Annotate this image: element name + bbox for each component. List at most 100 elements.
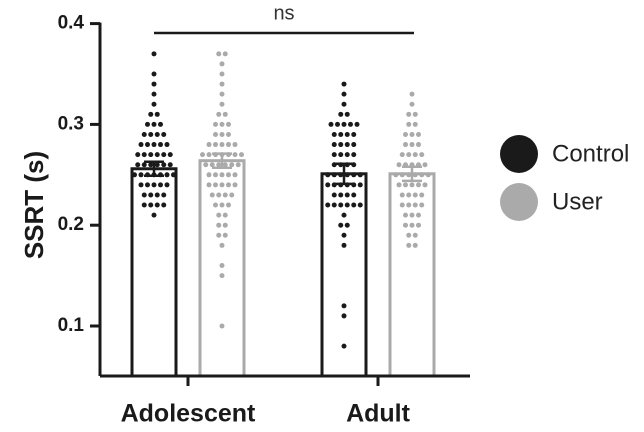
- point-control-adolescent: [154, 202, 160, 208]
- point-user-adolescent: [229, 192, 235, 198]
- point-control-adult: [338, 142, 344, 148]
- point-user-adolescent: [219, 142, 225, 148]
- bar-user-adolescent: [198, 159, 246, 378]
- point-control-adolescent: [161, 162, 167, 168]
- point-user-adult: [425, 172, 431, 178]
- point-control-adult: [331, 192, 337, 198]
- point-user-adolescent: [219, 121, 225, 127]
- point-control-adult: [344, 192, 350, 198]
- point-user-adult: [403, 131, 408, 137]
- point-control-adolescent: [148, 202, 154, 208]
- point-control-adult: [341, 242, 347, 248]
- point-user-adult: [396, 162, 402, 168]
- point-user-adult: [406, 121, 412, 127]
- x-category-label: Adult: [346, 400, 411, 428]
- point-user-adult: [403, 142, 408, 148]
- plot-area: [130, 51, 436, 378]
- point-user-adolescent: [216, 222, 222, 228]
- point-user-adolescent: [206, 182, 212, 188]
- point-user-adolescent: [203, 162, 209, 168]
- point-control-adult: [351, 152, 357, 158]
- point-control-adolescent: [151, 91, 157, 97]
- x-category-label: Adolescent: [121, 400, 256, 428]
- point-user-adult: [416, 131, 421, 137]
- point-user-adult: [412, 152, 418, 158]
- point-user-adult: [416, 142, 421, 148]
- point-control-adult: [331, 172, 337, 178]
- point-user-adolescent: [216, 192, 222, 198]
- point-control-adult: [344, 222, 350, 228]
- point-control-adult: [338, 172, 344, 178]
- point-user-adolescent: [206, 172, 212, 178]
- point-user-adolescent: [216, 162, 222, 168]
- point-user-adult: [412, 172, 418, 178]
- point-user-adolescent: [232, 142, 238, 148]
- point-user-adolescent: [239, 152, 244, 158]
- point-user-adult: [412, 242, 418, 248]
- point-user-adult: [399, 202, 405, 208]
- point-user-adolescent: [216, 111, 222, 117]
- point-user-adult: [409, 212, 415, 218]
- point-control-adult: [328, 121, 334, 127]
- y-tick-label: 0.3: [58, 113, 84, 134]
- point-user-adolescent: [216, 232, 222, 238]
- point-user-adolescent: [219, 91, 225, 97]
- point-control-adolescent: [151, 142, 157, 148]
- point-user-adult: [416, 222, 421, 228]
- point-user-adolescent: [219, 172, 225, 178]
- point-user-adolescent: [209, 162, 215, 168]
- point-user-adolescent: [219, 61, 225, 67]
- point-control-adult: [354, 121, 360, 127]
- point-control-adolescent: [151, 81, 157, 87]
- point-user-adolescent: [222, 192, 228, 198]
- point-control-adult: [341, 343, 347, 349]
- point-control-adolescent: [135, 152, 141, 158]
- bar-control-adolescent: [130, 167, 178, 378]
- point-user-adult: [419, 152, 425, 158]
- point-control-adolescent: [151, 212, 157, 218]
- point-control-adolescent: [148, 192, 154, 198]
- point-user-adult: [409, 142, 415, 148]
- legend-marker-control: [500, 135, 538, 173]
- point-control-adolescent: [158, 142, 163, 148]
- point-control-adult: [335, 121, 340, 127]
- point-user-adult: [412, 232, 418, 238]
- point-user-adolescent: [219, 131, 225, 137]
- point-user-adolescent: [213, 172, 218, 178]
- point-user-adult: [399, 152, 405, 158]
- point-user-adolescent: [219, 71, 225, 77]
- point-user-adolescent: [200, 152, 205, 158]
- point-control-adult: [344, 172, 350, 178]
- point-user-adult: [412, 121, 418, 127]
- point-control-adult: [351, 131, 357, 137]
- legend-label-user: User: [552, 188, 603, 215]
- point-control-adolescent: [148, 131, 154, 137]
- point-user-adolescent: [206, 142, 212, 148]
- point-control-adolescent: [167, 162, 173, 168]
- point-control-adolescent: [164, 142, 170, 148]
- point-user-adolescent: [232, 172, 238, 178]
- point-user-adolescent: [232, 182, 238, 188]
- point-control-adult: [331, 131, 337, 137]
- point-control-adolescent: [145, 142, 150, 148]
- point-user-adolescent: [222, 232, 228, 238]
- point-user-adult: [409, 101, 415, 107]
- y-tick-label: 0.1: [58, 315, 85, 336]
- point-control-adult: [341, 101, 347, 107]
- point-control-adult: [341, 313, 347, 319]
- point-user-adolescent: [229, 162, 235, 168]
- point-control-adolescent: [148, 162, 154, 168]
- point-control-adult: [357, 202, 363, 208]
- point-control-adult: [357, 172, 363, 178]
- point-control-adolescent: [161, 202, 167, 208]
- point-control-adolescent: [171, 172, 176, 178]
- point-control-adolescent: [151, 121, 157, 127]
- point-control-adolescent: [141, 162, 147, 168]
- point-control-adult: [344, 152, 350, 158]
- point-user-adult: [419, 192, 425, 198]
- point-user-adult: [403, 222, 408, 228]
- point-control-adolescent: [141, 152, 147, 158]
- point-control-adult: [338, 111, 344, 117]
- point-user-adolescent: [222, 222, 228, 228]
- point-control-adolescent: [154, 192, 160, 198]
